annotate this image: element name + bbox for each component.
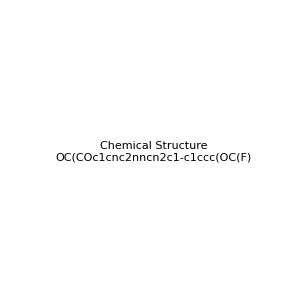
- Text: Chemical Structure
OC(COc1cnc2nncn2c1-c1ccc(OC(F): Chemical Structure OC(COc1cnc2nncn2c1-c1…: [56, 141, 252, 162]
